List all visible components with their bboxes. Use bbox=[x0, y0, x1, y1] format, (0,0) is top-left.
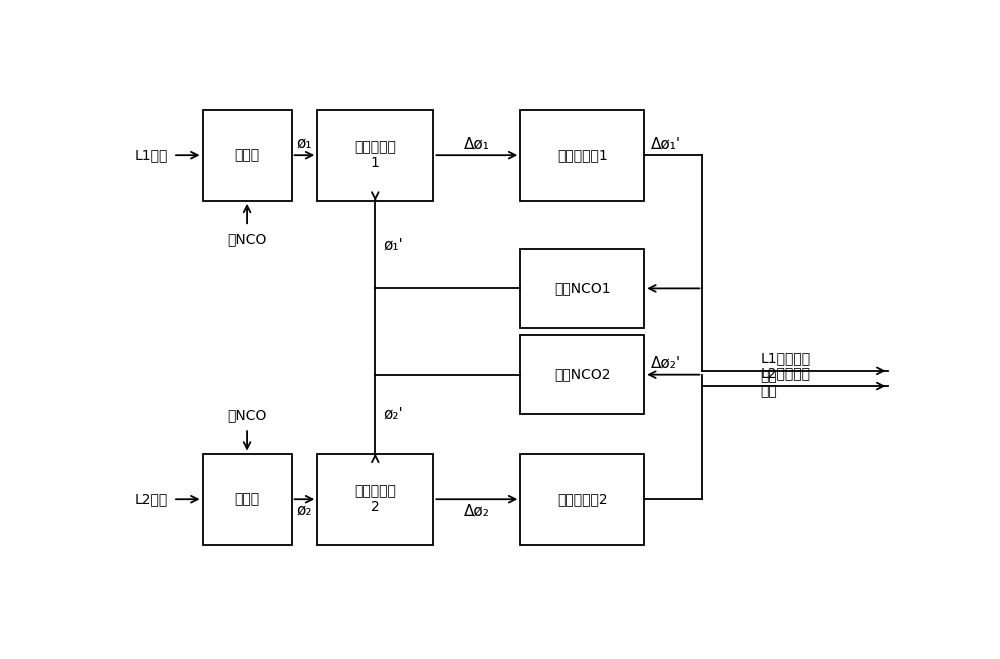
Text: Δø₁: Δø₁ bbox=[464, 136, 490, 151]
Text: 码剥离: 码剥离 bbox=[234, 148, 260, 162]
Text: ø₁: ø₁ bbox=[297, 136, 312, 151]
Text: 环路NCO1: 环路NCO1 bbox=[554, 281, 611, 295]
Text: 输出: 输出 bbox=[761, 384, 777, 398]
Text: L1信号: L1信号 bbox=[135, 148, 168, 162]
Text: 环路鉴相器
2: 环路鉴相器 2 bbox=[354, 484, 396, 514]
Text: 码NCO: 码NCO bbox=[227, 232, 267, 246]
Text: 环路鉴相器
1: 环路鉴相器 1 bbox=[354, 140, 396, 170]
Text: 码NCO: 码NCO bbox=[227, 409, 267, 422]
Text: 环路滤波器2: 环路滤波器2 bbox=[557, 492, 608, 506]
Text: L2载波相位: L2载波相位 bbox=[761, 366, 810, 380]
Text: L2信号: L2信号 bbox=[135, 492, 168, 506]
Text: ø₂: ø₂ bbox=[297, 503, 312, 519]
Text: 输出: 输出 bbox=[761, 369, 777, 383]
Bar bbox=[202, 109, 292, 201]
Bar bbox=[520, 335, 644, 414]
Text: 码剥离: 码剥离 bbox=[234, 492, 260, 506]
Text: 环路NCO2: 环路NCO2 bbox=[554, 368, 610, 382]
Bar bbox=[202, 453, 292, 545]
Text: Δø₁': Δø₁' bbox=[650, 136, 681, 151]
Text: ø₁': ø₁' bbox=[383, 237, 403, 252]
Bar bbox=[520, 453, 644, 545]
Text: Δø₂': Δø₂' bbox=[650, 355, 681, 370]
Bar bbox=[317, 109, 433, 201]
Bar bbox=[317, 453, 433, 545]
Text: 环路滤波器1: 环路滤波器1 bbox=[557, 148, 608, 162]
Text: L1载波相位: L1载波相位 bbox=[761, 351, 811, 365]
Text: Δø₂: Δø₂ bbox=[464, 503, 490, 519]
Bar bbox=[520, 109, 644, 201]
Text: ø₂': ø₂' bbox=[383, 407, 403, 422]
Bar bbox=[520, 249, 644, 328]
